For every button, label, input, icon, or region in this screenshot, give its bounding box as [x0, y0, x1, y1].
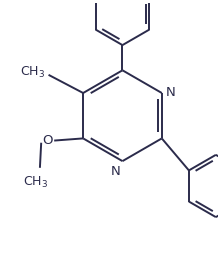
Text: O: O: [42, 134, 53, 147]
Text: N: N: [111, 165, 120, 178]
Text: CH$_3$: CH$_3$: [23, 175, 48, 190]
Text: CH$_3$: CH$_3$: [20, 65, 45, 80]
Text: N: N: [166, 86, 176, 99]
